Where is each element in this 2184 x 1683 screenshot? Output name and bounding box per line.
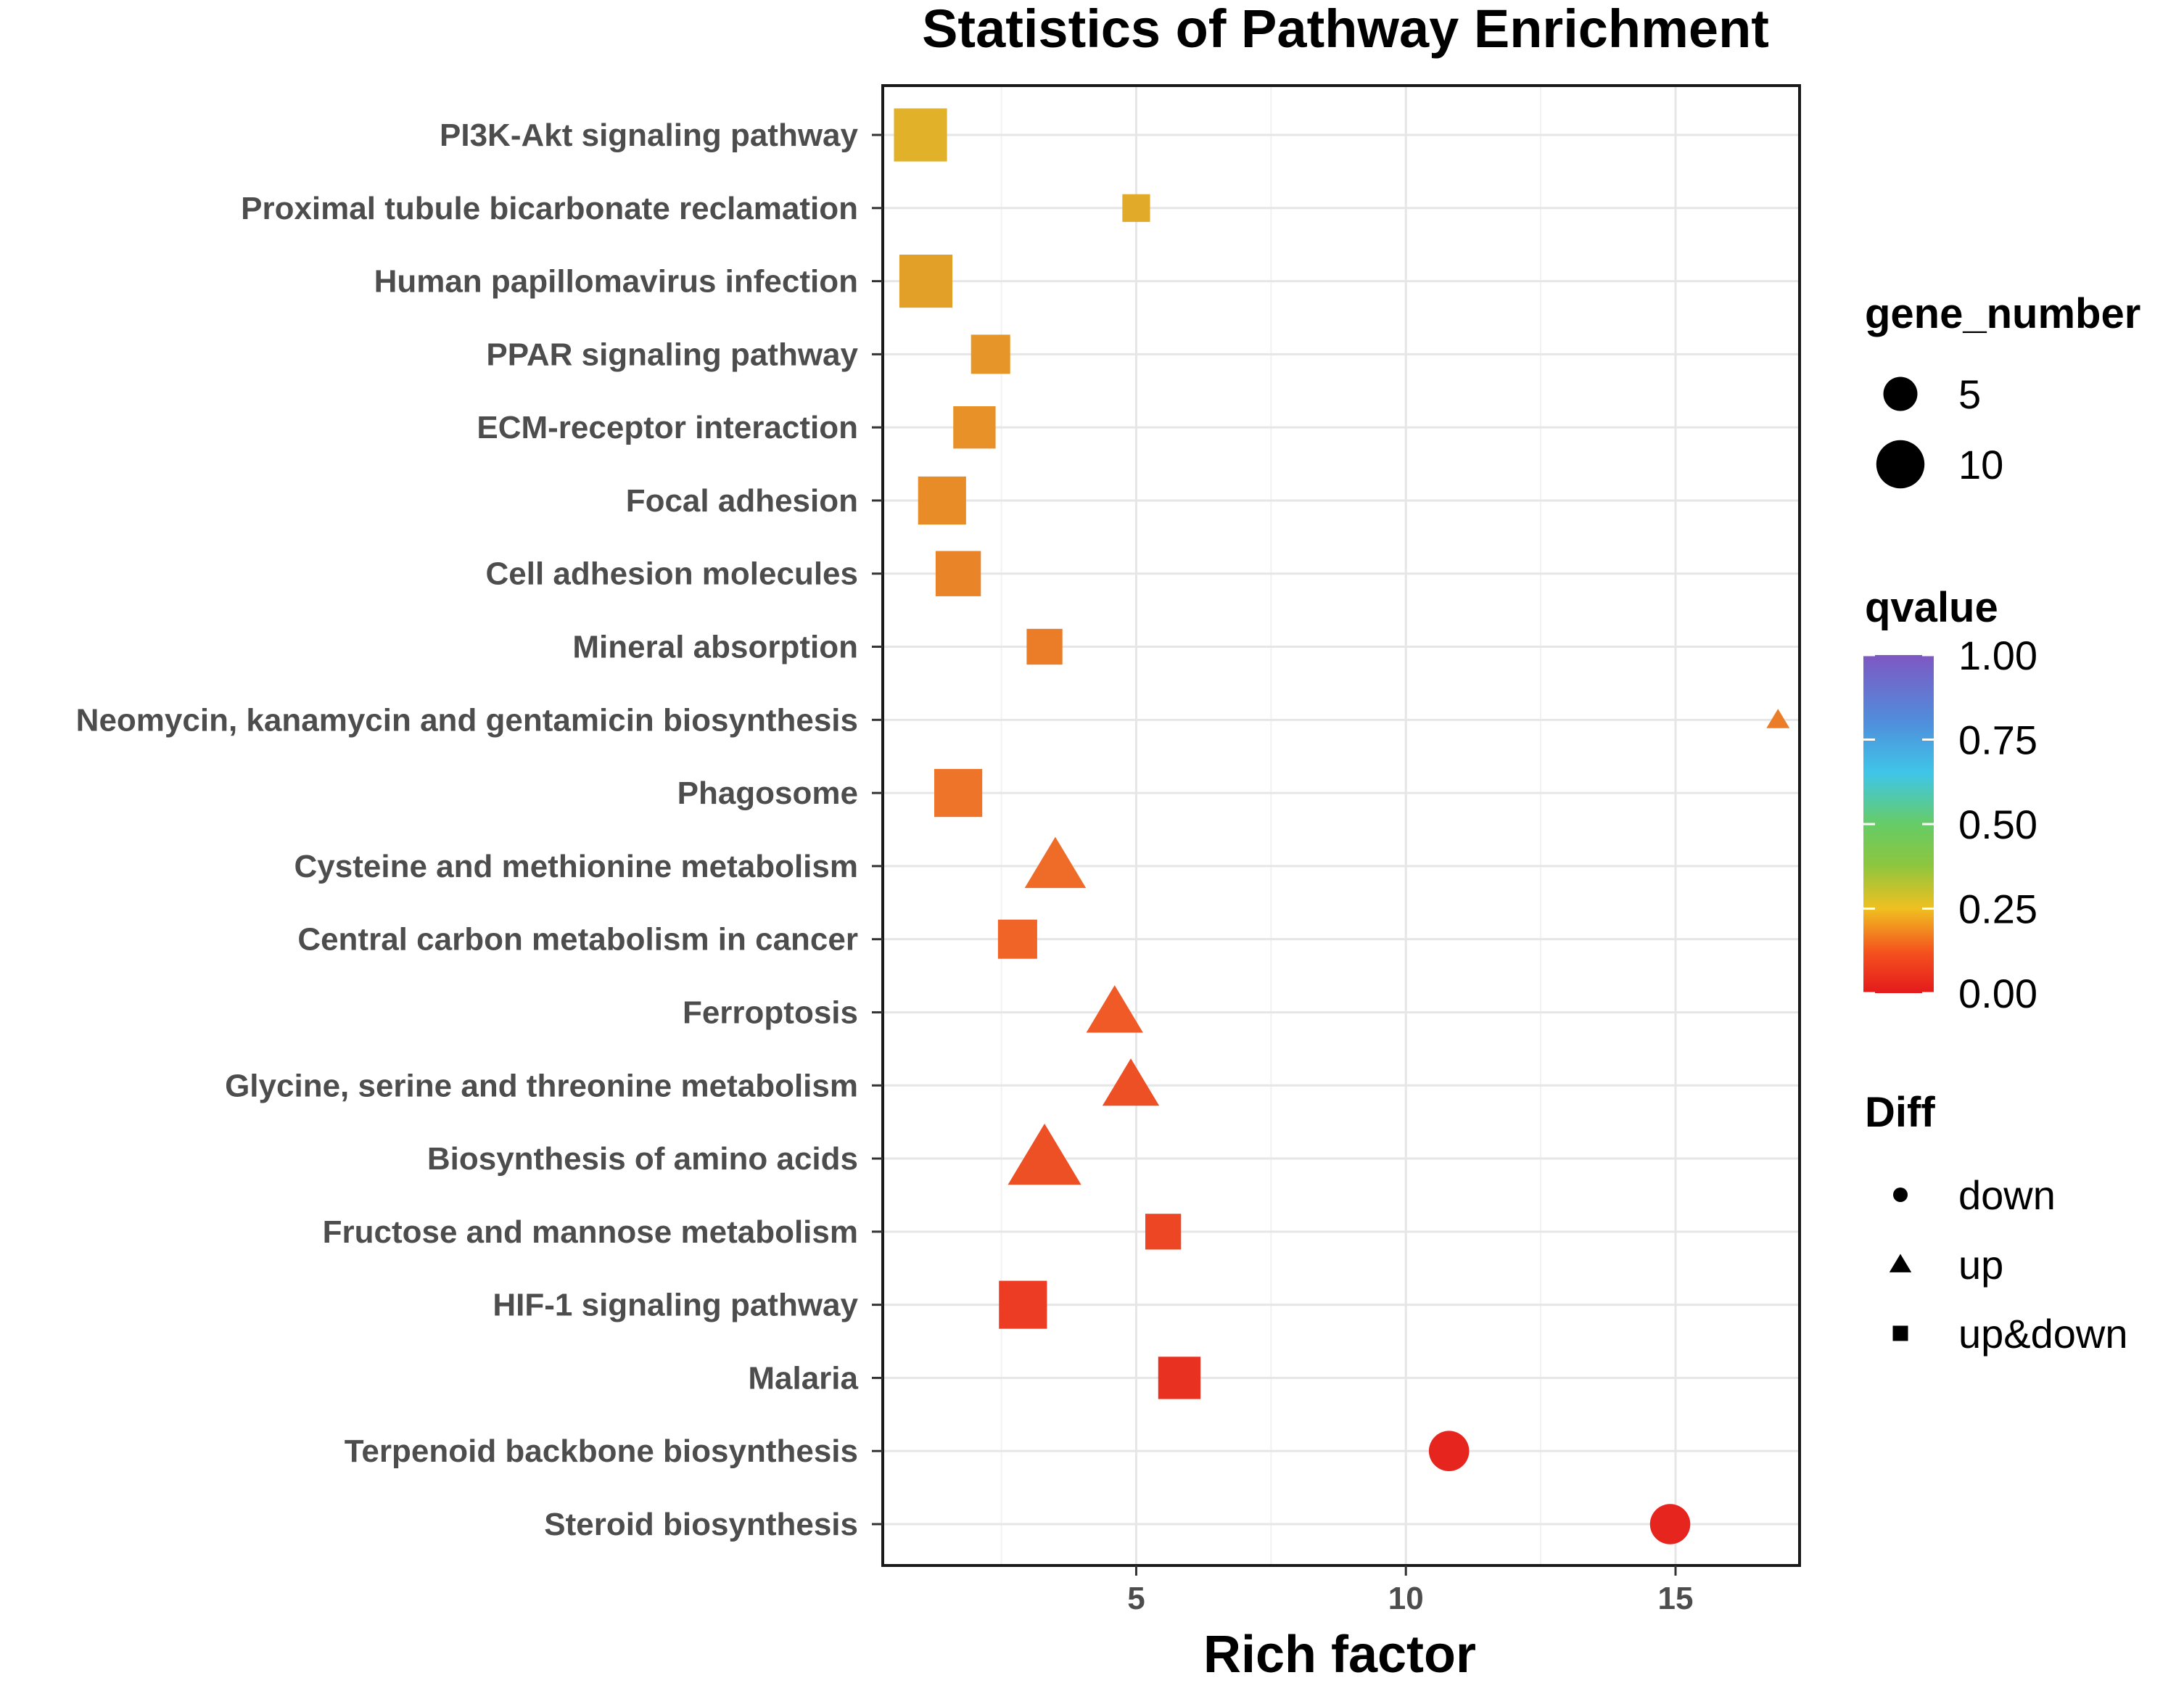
colorbar-label: 0.25 xyxy=(1958,886,2037,932)
legend-shape-label: up&down xyxy=(1958,1311,2128,1357)
y-tick-label: Fructose and mannose metabolism xyxy=(323,1214,858,1250)
colorbar-label: 0.50 xyxy=(1958,802,2037,847)
data-point xyxy=(1007,1123,1081,1185)
y-tick-label: HIF-1 signaling pathway xyxy=(493,1288,858,1323)
y-tick-label: Central carbon metabolism in cancer xyxy=(297,922,858,958)
y-tick-label: Steroid biosynthesis xyxy=(544,1507,858,1542)
panel-border xyxy=(881,84,1801,1567)
y-tick-label: Mineral absorption xyxy=(572,630,858,665)
colorbar-label: 0.00 xyxy=(1958,971,2037,1016)
y-tick-label: PPAR signaling pathway xyxy=(486,337,858,372)
data-point xyxy=(1026,628,1063,665)
data-point xyxy=(1102,1058,1160,1106)
y-tick-label: Biosynthesis of amino acids xyxy=(427,1141,858,1177)
x-axis-title: Rich factor xyxy=(1203,1626,1476,1683)
plot-panel xyxy=(881,84,1801,1567)
data-point xyxy=(894,108,947,162)
data-point xyxy=(899,255,953,308)
data-point xyxy=(1158,1357,1201,1399)
y-tick-label: PI3K-Akt signaling pathway xyxy=(440,118,859,153)
y-tick-label: Terpenoid backbone biosynthesis xyxy=(345,1433,858,1469)
legend-shape-marker xyxy=(1889,1254,1912,1272)
data-point xyxy=(997,919,1037,959)
x-tick-label: 5 xyxy=(1127,1581,1145,1616)
legend-size-marker xyxy=(1876,440,1925,489)
legend-shape-title: Diff xyxy=(1865,1089,1935,1136)
y-tick-label: Malaria xyxy=(748,1360,858,1396)
legend-shape-marker xyxy=(1892,1325,1908,1341)
x-tick-label: 10 xyxy=(1388,1581,1424,1616)
y-tick-label: Cell adhesion molecules xyxy=(486,556,859,592)
legend-size-title: gene_number xyxy=(1865,290,2140,337)
data-point xyxy=(1122,194,1150,222)
legend-color-title: qvalue xyxy=(1865,584,1998,631)
colorbar-label: 0.75 xyxy=(1958,717,2037,763)
colorbar-label: 1.00 xyxy=(1958,633,2037,678)
data-point xyxy=(935,551,981,596)
data-point xyxy=(1145,1214,1182,1250)
y-axis-labels: PI3K-Akt signaling pathway Proximal tubul… xyxy=(76,118,883,1542)
data-points xyxy=(894,108,1790,1544)
legend-shape-label: down xyxy=(1958,1172,2056,1218)
chart-title: Statistics of Pathway Enrichment xyxy=(922,0,1769,59)
data-point xyxy=(1428,1431,1470,1471)
y-tick-label: Focal adhesion xyxy=(626,483,858,519)
y-tick-label: ECM-receptor interaction xyxy=(477,410,858,445)
legend-shape-marker xyxy=(1893,1188,1908,1202)
x-tick-label: 15 xyxy=(1658,1581,1694,1616)
legend-size-label: 10 xyxy=(1958,442,2003,487)
data-point xyxy=(918,476,966,525)
data-point xyxy=(1086,985,1143,1033)
data-point xyxy=(1766,709,1790,728)
data-point xyxy=(934,769,983,818)
y-tick-label: Glycine, serine and threonine metabolism xyxy=(225,1068,858,1103)
y-tick-label: Human papillomavirus infection xyxy=(374,264,858,300)
legend-size-label: 5 xyxy=(1958,371,1981,417)
panel-background xyxy=(883,86,1800,1565)
qvalue-colorbar xyxy=(1863,655,1934,993)
y-tick-label: Neomycin, kanamycin and gentamicin biosy… xyxy=(76,702,858,738)
data-point xyxy=(1024,836,1087,889)
legend: gene_number qvalue Diff 5 10 1.00 0.75 0.50 0… xyxy=(1863,290,2140,1357)
legend-size-marker xyxy=(1883,376,1918,411)
x-axis: 5 10 15 xyxy=(1127,1565,1693,1616)
data-point xyxy=(953,406,996,449)
y-tick-label: Ferroptosis xyxy=(683,995,858,1030)
legend-shape-label: up xyxy=(1958,1242,2003,1288)
y-tick-label: Proximal tubule bicarbonate reclamation xyxy=(241,191,858,226)
data-point xyxy=(1649,1504,1691,1544)
y-tick-label: Cysteine and methionine metabolism xyxy=(294,849,859,884)
data-point xyxy=(999,1280,1047,1329)
y-tick-label: Phagosome xyxy=(677,775,858,811)
data-point xyxy=(971,334,1010,374)
